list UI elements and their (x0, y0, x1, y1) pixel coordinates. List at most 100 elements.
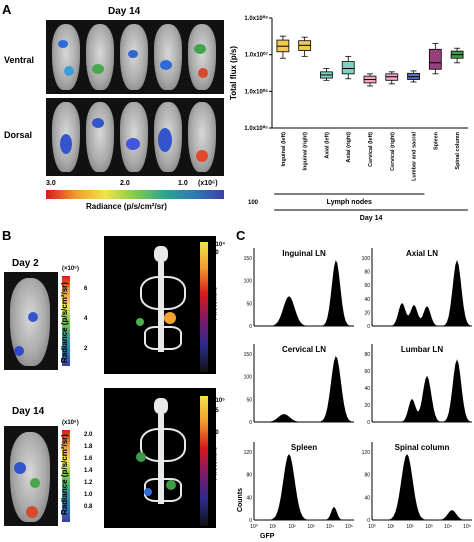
panel-a-colorbar (46, 190, 224, 199)
histogram-y-tick: 80 (364, 270, 370, 276)
histogram-y-tick: 0 (249, 420, 252, 426)
day2-mouse-image (4, 272, 58, 370)
photons1-tick: 10 (212, 250, 219, 256)
day2-scale-tick: 6 (84, 286, 88, 292)
day14-scale-tick: 1.8 (84, 444, 93, 450)
histogram-area (372, 359, 472, 422)
photons2-tick: 10 (212, 430, 219, 436)
histogram-y-tick: 0 (367, 420, 370, 426)
histogram-y-tick: 50 (246, 301, 252, 307)
histogram-x-tick: 10⁰ (368, 524, 376, 530)
histogram-y-tick: 60 (364, 369, 370, 375)
photons1-tick: 4 (212, 320, 216, 326)
y-axis-label: Total flux (p/s) (229, 46, 238, 100)
histogram-y-tick: 100 (244, 375, 253, 381)
gfp-histograms: Inguinal LN 150 100 50 0 Axial LN 100 80 60 40 20 0… (237, 248, 472, 540)
day14-scale-tick: 1.0 (84, 492, 93, 498)
histogram-y-tick: 0 (367, 324, 370, 330)
day2-scale-tick: 2 (84, 346, 88, 352)
x-category-label: Axial (right) (346, 132, 352, 163)
y-floor-label: 100 (248, 200, 259, 206)
x-category-label: Lumbar and sacral (412, 132, 418, 181)
day14-mouse-image (4, 426, 58, 526)
histogram-x-tick: 10⁵ (463, 524, 471, 530)
histogram-area (372, 454, 472, 520)
photons1-tick: 6 (212, 296, 216, 302)
x-category-label: Inguinal (left) (281, 132, 287, 167)
photons1-tick: 2 (212, 364, 216, 370)
histogram-x-tick: 10⁵ (345, 524, 353, 530)
histogram-y-tick: 0 (249, 324, 252, 330)
histogram-title: Spleen (291, 443, 317, 452)
histogram-x-tick: 10³ (307, 524, 315, 530)
photons2-tick: 15 (212, 408, 219, 414)
gfp-label: GFP (260, 533, 275, 540)
histogram-x-tick: 10³ (425, 524, 433, 530)
ventral-label: Ventral (4, 55, 35, 65)
histogram-title: Lumbar LN (401, 345, 443, 354)
ventral-image (46, 20, 224, 94)
histogram-y-tick: 0 (367, 518, 370, 524)
histogram-title: Axial LN (406, 249, 438, 258)
x-category-label: Inguinal (right) (303, 132, 309, 171)
day14-scale-mult: (x10⁶) (62, 420, 79, 426)
photons1-exp: ×10⁴ (212, 242, 226, 248)
photons1-colorbar (200, 242, 208, 372)
scale-tick: 3.0 (46, 180, 56, 187)
photons2-exp: ×10⁵ (212, 398, 225, 404)
histogram-y-tick: 40 (364, 495, 370, 501)
histogram-y-tick: 120 (362, 450, 371, 456)
day14-scale-tick: 1.4 (84, 468, 93, 474)
day14-scale-tick: 1.6 (84, 456, 93, 462)
x-category-label: Cervical (left) (368, 132, 374, 167)
day14-scale-label: Radiance (p/s/cm²/sr) (59, 434, 69, 515)
histogram-area (372, 260, 472, 326)
histogram-y-tick: 80 (364, 473, 370, 479)
day2-scale-label: Radiance (p/s/cm²/sr) (59, 282, 69, 363)
histogram-x-tick: 10² (406, 524, 414, 530)
day14-scale-tick: 0.8 (84, 504, 93, 510)
photons1-tick: 8 (212, 272, 216, 278)
photons2-colorbar (200, 396, 208, 526)
dorsal-image (46, 98, 224, 176)
photons1-label: Photons/s (211, 286, 219, 321)
histogram-x-tick: 10⁴ (326, 524, 334, 530)
counts-label: Counts (237, 488, 244, 512)
histogram-y-tick: 120 (244, 450, 253, 456)
panel-a-day-title: Day 14 (108, 6, 141, 17)
y-tick-label: 1.0x10⁰⁷ (245, 52, 269, 59)
scale-tick: 1.0 (178, 180, 188, 187)
y-tick-label: 1.0x10⁰⁵ (244, 125, 268, 132)
x-category-label: Cervical (right) (390, 132, 396, 171)
group-label: Lymph nodes (327, 199, 372, 206)
day14-label: Day 14 (12, 406, 45, 417)
day14-colorbar (62, 430, 70, 522)
histogram-x-tick: 10² (288, 524, 296, 530)
day2-scale-tick: 4 (84, 316, 88, 322)
histogram-y-tick: 80 (364, 352, 370, 358)
panel-a-letter: A (2, 2, 12, 17)
scale-label: Radiance (p/s/cm²/sr) (86, 202, 167, 211)
scale-tick: 2.0 (120, 180, 130, 187)
histogram-y-tick: 60 (364, 283, 370, 289)
day2-label: Day 2 (12, 258, 39, 269)
histogram-y-tick: 100 (362, 256, 371, 262)
histogram-y-tick: 50 (246, 397, 252, 403)
panel-c-letter: C (236, 228, 246, 243)
photons2-label: Photons/s (211, 446, 219, 481)
x-category-label: Spleen (433, 131, 439, 150)
histogram-y-tick: 0 (249, 518, 252, 524)
histogram-y-tick: 80 (246, 473, 252, 479)
histogram-y-tick: 40 (364, 386, 370, 392)
box (341, 61, 355, 75)
day14-scale-tick: 2.0 (84, 432, 93, 438)
photons2-tick: 6 (212, 518, 216, 524)
histogram-y-tick: 20 (364, 310, 370, 316)
histogram-area (254, 260, 354, 326)
histogram-title: Cervical LN (282, 345, 326, 354)
box (428, 48, 442, 70)
histogram-title: Spinal column (395, 443, 450, 452)
histogram-area (254, 356, 354, 422)
histogram-y-tick: 40 (246, 495, 252, 501)
scale-multiplier: (x10⁶) (198, 180, 218, 187)
